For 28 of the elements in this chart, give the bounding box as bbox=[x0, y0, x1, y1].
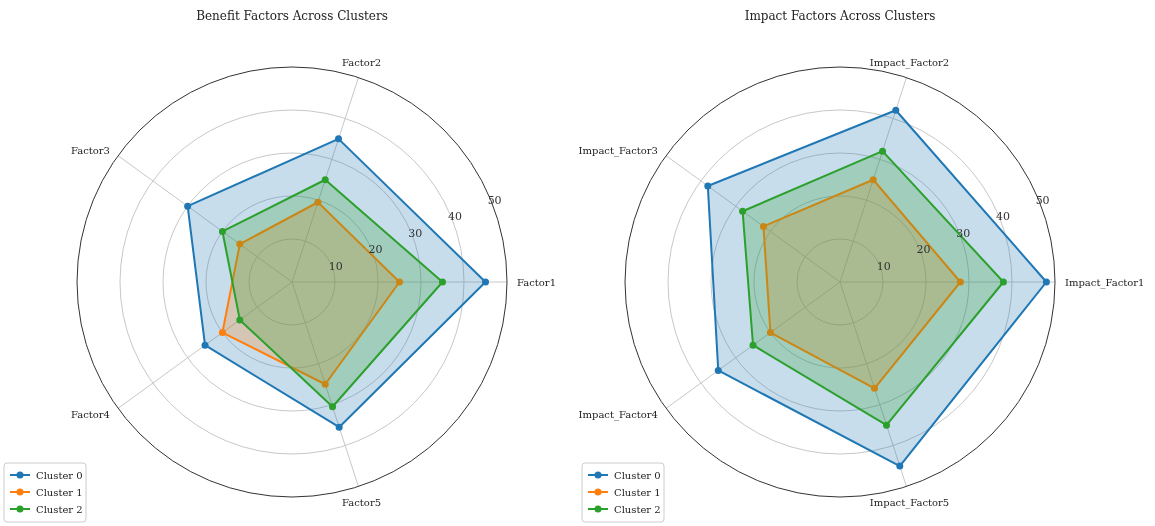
legend-label: Cluster 2 bbox=[614, 504, 661, 515]
y-tick-label: 30 bbox=[408, 226, 423, 240]
spoke-label: Impact_Factor4 bbox=[578, 409, 658, 422]
legend-label: Cluster 1 bbox=[614, 487, 661, 498]
spoke-label: Factor3 bbox=[70, 144, 110, 156]
chart-title: Benefit Factors Across Clusters bbox=[196, 9, 388, 23]
legend-label: Cluster 2 bbox=[36, 504, 83, 515]
y-tick-label: 40 bbox=[447, 210, 462, 224]
y-tick-label: 30 bbox=[956, 226, 971, 240]
y-tick-label: 40 bbox=[995, 210, 1010, 224]
y-tick-label: 50 bbox=[487, 193, 502, 207]
spoke-label: Factor2 bbox=[342, 57, 382, 69]
spoke-label: Impact_Factor2 bbox=[869, 57, 950, 70]
spoke-label: Factor5 bbox=[342, 496, 382, 508]
spoke-label: Factor1 bbox=[517, 277, 557, 288]
chart-title: Impact Factors Across Clusters bbox=[744, 9, 936, 23]
y-tick-label: 20 bbox=[368, 243, 383, 257]
spoke-label: Factor4 bbox=[70, 409, 110, 421]
legend-label: Cluster 0 bbox=[36, 470, 83, 481]
spoke-label: Impact_Factor1 bbox=[1065, 277, 1145, 289]
y-tick-label: 20 bbox=[916, 243, 931, 257]
legend-label: Cluster 1 bbox=[36, 487, 83, 498]
y-tick-label: 10 bbox=[876, 259, 891, 273]
spoke-label: Impact_Factor5 bbox=[869, 496, 950, 509]
legend-label: Cluster 0 bbox=[614, 470, 661, 481]
y-tick-label: 50 bbox=[1035, 193, 1050, 207]
spoke-label: Impact_Factor3 bbox=[578, 144, 658, 157]
y-tick-label: 10 bbox=[328, 259, 343, 273]
